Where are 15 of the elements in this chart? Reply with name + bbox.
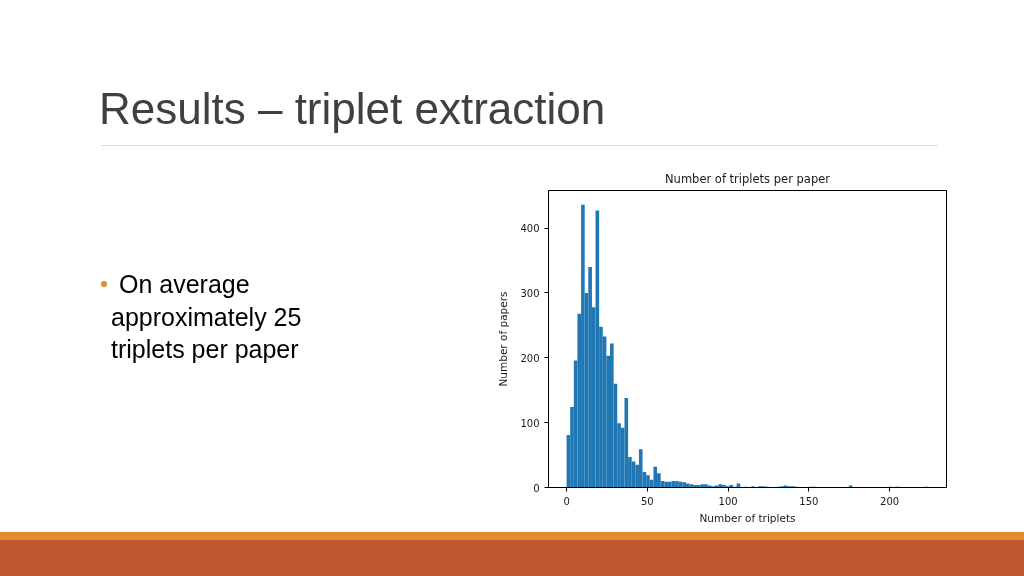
y-tick-label: 100 <box>520 417 540 429</box>
x-tick-label: 200 <box>880 495 900 507</box>
x-tick-label: 100 <box>718 495 738 507</box>
y-axis-title: Number of papers <box>497 291 510 387</box>
y-tick-label: 200 <box>520 352 540 364</box>
y-tick-label: 0 <box>533 482 540 494</box>
y-tick-label: 300 <box>520 287 540 299</box>
x-tick-label: 50 <box>640 495 654 507</box>
text: On average approximately 25 triplets per paper <box>111 269 303 365</box>
x-tick-label: 150 <box>799 495 819 507</box>
chart-title: Results – triplet extraction <box>99 84 606 134</box>
x-tick-label: 0 <box>563 495 570 507</box>
y-tick-label: 400 <box>520 223 540 235</box>
chart-subtitle: Number of triplets per paper <box>665 171 831 186</box>
x-axis-title: Number of triplets <box>699 511 796 524</box>
